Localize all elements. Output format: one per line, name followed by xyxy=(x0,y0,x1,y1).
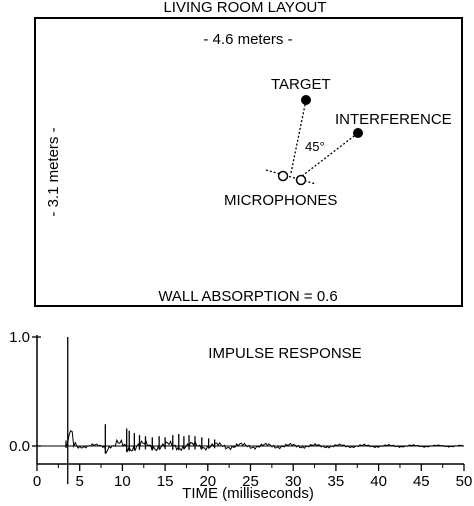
y-tick-label: 0.0 xyxy=(9,438,30,455)
interference-label: INTERFERENCE xyxy=(335,111,452,128)
y-tick-label: 1.0 xyxy=(9,329,30,346)
microphone-left xyxy=(277,170,289,182)
chart-title: IMPULSE RESPONSE xyxy=(208,345,361,362)
mic-axis xyxy=(265,169,317,185)
x-tick-label: 10 xyxy=(114,473,131,490)
x-tick-label: 35 xyxy=(328,473,345,490)
x-tick-label: 30 xyxy=(285,473,302,490)
x-tick-label: 25 xyxy=(242,473,259,490)
x-tick-label: 0 xyxy=(33,473,41,490)
wall-absorption-label: WALL ABSORPTION = 0.6 xyxy=(158,288,337,305)
microphones-label: MICROPHONES xyxy=(224,192,337,209)
interference-source xyxy=(353,128,363,138)
x-tick-label: 40 xyxy=(370,473,387,490)
target-source xyxy=(301,95,311,105)
microphone-right xyxy=(295,174,307,186)
room-width-label: - 4.6 meters - xyxy=(203,31,292,48)
x-tick-label: 15 xyxy=(157,473,174,490)
x-tick-label: 20 xyxy=(199,473,216,490)
impulse-response-chart: 1.0 0.0 0 5 10 15 20 25 30 35 40 45 50 xyxy=(9,329,472,490)
x-tick-label: 45 xyxy=(413,473,430,490)
target-label: TARGET xyxy=(271,76,331,93)
response-tail xyxy=(65,429,463,455)
target-path xyxy=(290,99,307,174)
layout-title: LIVING ROOM LAYOUT xyxy=(163,0,326,16)
x-tick-label: 50 xyxy=(456,473,473,490)
room-height-label: - 3.1 meters - xyxy=(45,127,62,216)
x-axis-label: TIME (milliseconds) xyxy=(182,485,314,502)
angle-label: 45° xyxy=(305,139,325,154)
room-outline xyxy=(34,17,463,307)
x-tick-label: 5 xyxy=(76,473,84,490)
